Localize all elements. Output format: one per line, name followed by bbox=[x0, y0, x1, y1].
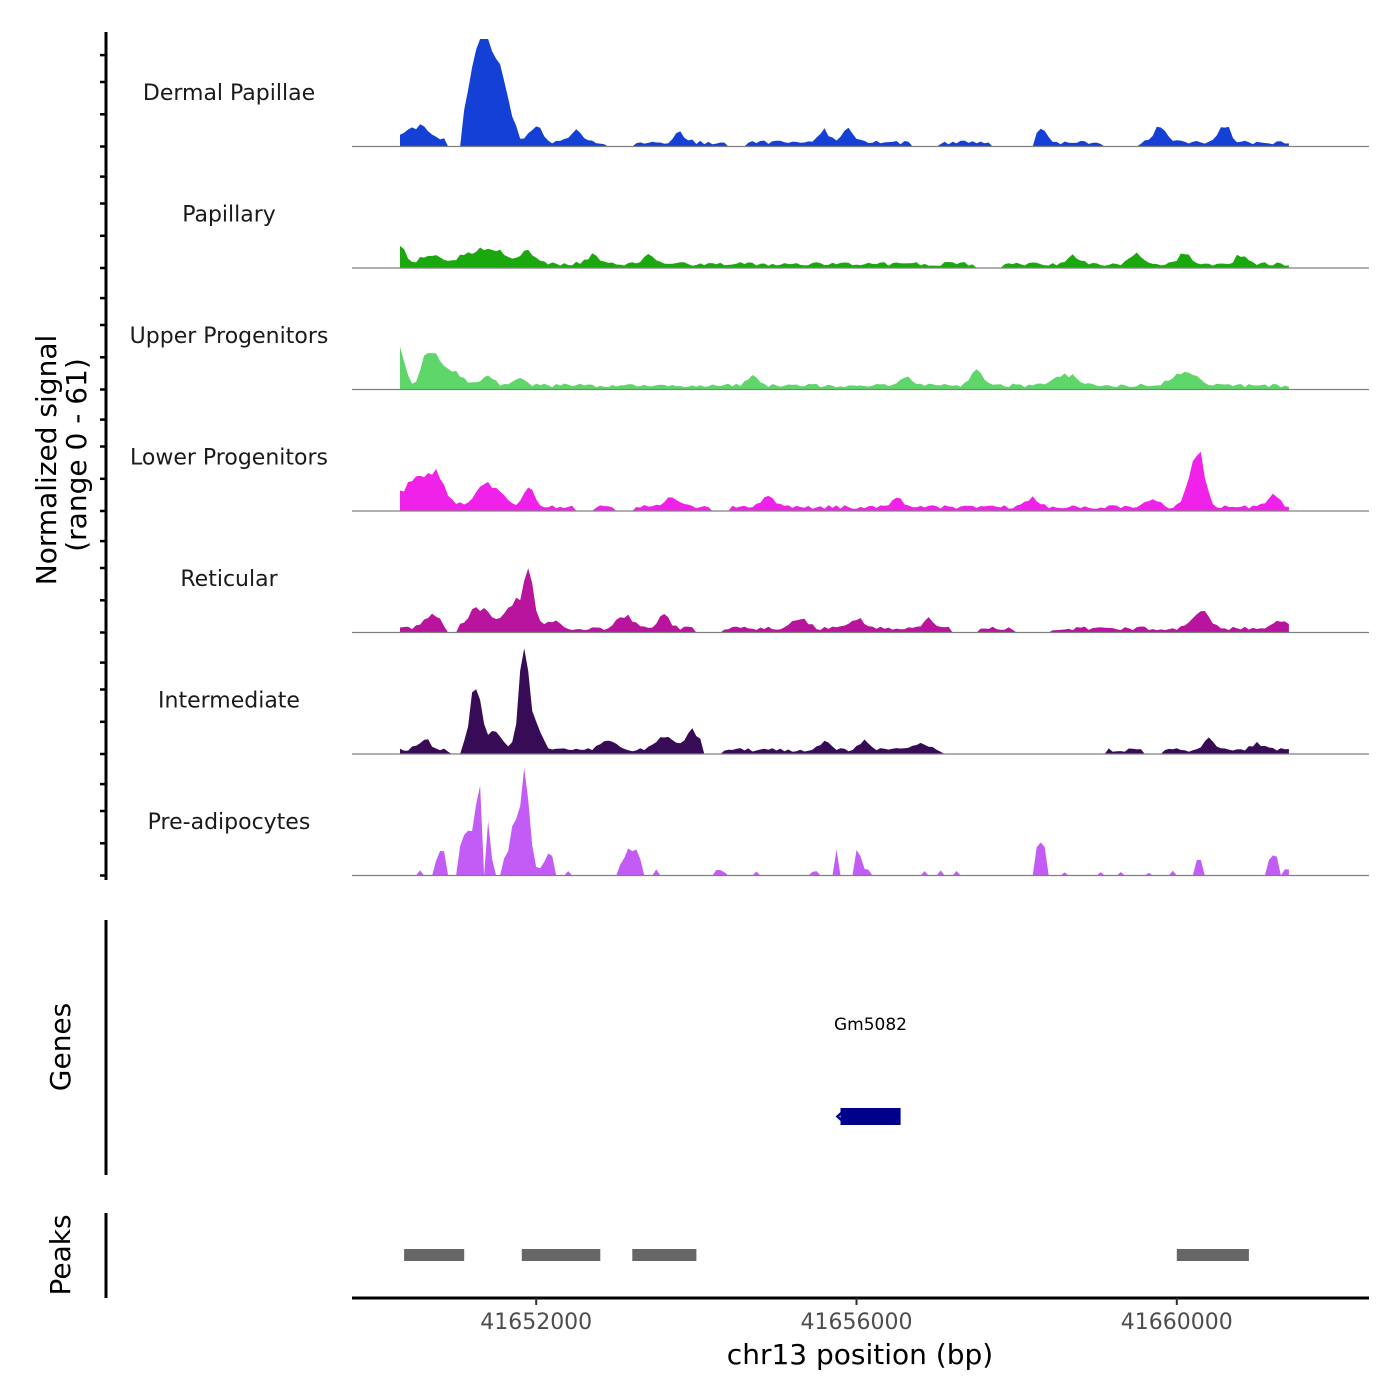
peak-region bbox=[1176, 1249, 1249, 1261]
track-reticular: Reticular bbox=[180, 567, 1369, 634]
x-axis-ticks: 41652000 41656000 41660000 bbox=[480, 1298, 1233, 1335]
y-axis-title-2: (range 0 - 61) bbox=[60, 358, 93, 552]
track-label: Intermediate bbox=[158, 689, 300, 714]
genes-panel-title: Genes bbox=[44, 1003, 77, 1091]
track-label: Reticular bbox=[180, 567, 278, 592]
track-dermal-papillae: Dermal Papillae bbox=[143, 39, 1369, 148]
peaks-title-wrap: Peaks bbox=[44, 1214, 77, 1295]
x-tick-label: 41656000 bbox=[801, 1310, 913, 1335]
track-label: Upper Progenitors bbox=[130, 324, 329, 349]
track-label: Lower Progenitors bbox=[130, 446, 328, 471]
signal-area bbox=[400, 346, 1289, 390]
peak-region bbox=[404, 1249, 465, 1261]
y-axis-title: Normalized signal bbox=[30, 335, 63, 586]
track-pre-adipocytes: Pre-adipocytes bbox=[148, 768, 1369, 877]
genes-title-wrap: Genes bbox=[44, 1003, 77, 1091]
signal-area bbox=[400, 39, 1289, 147]
gene-strand-arrow bbox=[835, 1109, 846, 1124]
peak-region bbox=[632, 1249, 697, 1261]
y-axis-title-line2: (range 0 - 61) bbox=[60, 358, 93, 552]
signal-area bbox=[400, 568, 1289, 633]
peaks-panel-title: Peaks bbox=[44, 1214, 77, 1295]
track-label: Pre-adipocytes bbox=[148, 810, 311, 835]
signal-area bbox=[400, 245, 1289, 268]
peaks-panel bbox=[404, 1249, 1249, 1261]
track-label: Dermal Papillae bbox=[143, 81, 315, 106]
track-label: Papillary bbox=[182, 203, 276, 228]
track-papillary: Papillary bbox=[182, 203, 1369, 269]
signal-area bbox=[400, 451, 1289, 511]
signal-y-ticks bbox=[100, 53, 106, 877]
x-tick-label: 41660000 bbox=[1121, 1310, 1233, 1335]
peak-region bbox=[521, 1249, 601, 1261]
gene-label: Gm5082 bbox=[834, 1015, 907, 1035]
track-upper-progenitors: Upper Progenitors bbox=[130, 324, 1369, 391]
signal-tracks: Dermal Papillae Papillary Upper Progenitor… bbox=[130, 39, 1369, 877]
track-lower-progenitors: Lower Progenitors bbox=[130, 446, 1369, 512]
track-intermediate: Intermediate bbox=[158, 648, 1369, 755]
y-axis-title-line1: Normalized signal bbox=[30, 335, 63, 586]
x-axis-title: chr13 position (bp) bbox=[727, 1338, 993, 1371]
signal-area bbox=[400, 648, 1289, 754]
signal-area bbox=[400, 768, 1289, 876]
gene-body bbox=[840, 1108, 901, 1125]
genes-panel: Gm5082 bbox=[834, 1015, 907, 1125]
x-tick-label: 41652000 bbox=[480, 1310, 592, 1335]
